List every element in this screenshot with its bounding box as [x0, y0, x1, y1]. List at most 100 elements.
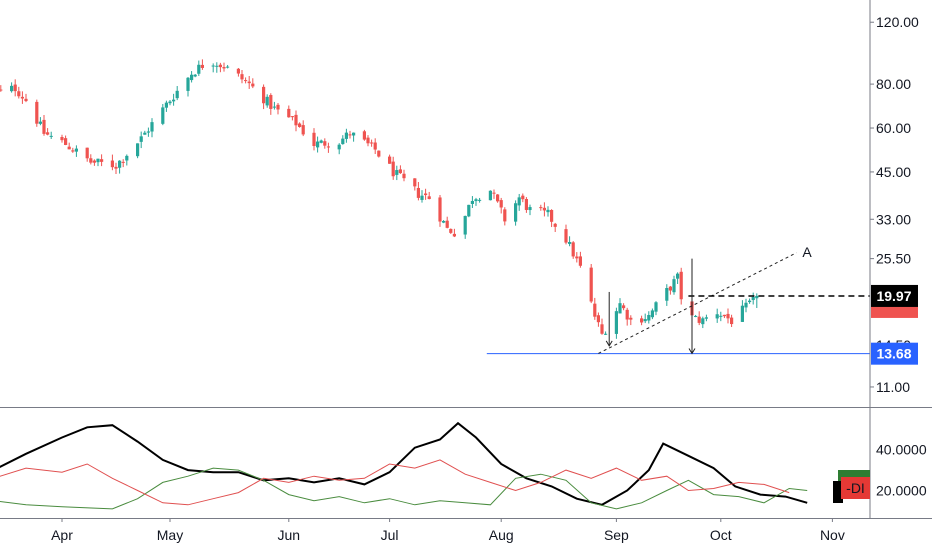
candle-body [10, 85, 14, 92]
time-tick-label: May [157, 527, 183, 543]
candle-body [474, 199, 478, 202]
candle-body [298, 123, 302, 127]
candle-body [517, 197, 521, 206]
price-panel[interactable] [0, 59, 759, 339]
candle-body [593, 303, 597, 317]
minus-di-tag-label: -DI [846, 480, 865, 496]
candle-body [420, 195, 424, 200]
candle [294, 110, 298, 132]
candle [35, 99, 39, 127]
candle-body [463, 215, 467, 235]
candle [672, 275, 676, 295]
candle-body [301, 125, 305, 135]
candle-body [186, 77, 190, 91]
minus-di-tag [841, 477, 870, 499]
candle-body [46, 132, 50, 135]
candle [20, 91, 24, 104]
candle [222, 62, 226, 72]
arrow-head [605, 340, 613, 347]
candle-body [197, 64, 201, 74]
candle-body [319, 140, 323, 143]
candle-body [438, 197, 442, 222]
candle-body [665, 288, 669, 301]
support-price-badge [871, 342, 918, 365]
candle-body [388, 156, 392, 164]
indicator-line-di[interactable] [0, 459, 790, 506]
indicator-line-di[interactable] [0, 467, 808, 510]
candle-body [211, 65, 215, 67]
candle-body [49, 135, 53, 137]
candle-body [373, 142, 377, 150]
price-tick-label: 80.00 [876, 76, 911, 92]
candle [614, 307, 618, 339]
price-tick-label: 45.00 [876, 164, 911, 180]
candle [10, 82, 14, 93]
candle-body [244, 80, 248, 82]
candle-body [269, 95, 273, 109]
candle [125, 154, 129, 166]
candle [100, 154, 104, 167]
candle [499, 197, 503, 214]
indicator-line-adx[interactable] [0, 421, 808, 506]
trendline-label: A [802, 244, 812, 260]
candle-body [24, 98, 28, 102]
trendline-a[interactable] [598, 252, 797, 354]
candle-body [236, 68, 240, 74]
candle-body [276, 104, 280, 110]
candle [524, 197, 528, 213]
candle [571, 241, 575, 259]
candle [618, 298, 622, 314]
candle [265, 94, 269, 108]
candle [226, 64, 230, 69]
candle [514, 200, 518, 226]
candle-body [118, 160, 122, 168]
candle-body [218, 64, 222, 68]
candle [413, 178, 417, 191]
candle-body [175, 90, 179, 99]
candle-body [467, 204, 471, 217]
candle-body [326, 146, 330, 148]
candle [269, 93, 273, 115]
candle-body [377, 150, 381, 157]
candle [719, 311, 723, 322]
candle-body [600, 324, 604, 334]
candle [71, 147, 75, 153]
candle-body [442, 220, 446, 223]
candle [247, 75, 251, 89]
candle-body [323, 141, 327, 146]
candle-body [146, 131, 150, 133]
candle [251, 78, 255, 89]
candle-body [337, 144, 341, 150]
candle-body [290, 116, 294, 118]
price-tick-label: 60.00 [876, 120, 911, 136]
candle-body [121, 161, 125, 163]
candle-body [391, 161, 395, 177]
candle-body [650, 310, 654, 318]
candle [348, 130, 352, 139]
candle-body [38, 121, 42, 124]
support-price-value: 13.68 [876, 346, 911, 362]
candle [467, 204, 471, 218]
candle [463, 215, 467, 239]
candle [668, 285, 672, 295]
candle [114, 162, 118, 174]
candle [319, 139, 323, 144]
candle-body [0, 89, 3, 91]
candle [370, 139, 374, 147]
candle [161, 103, 165, 126]
candle-body [89, 158, 93, 163]
last-price-extension [871, 305, 918, 318]
candle-body [240, 74, 244, 80]
candle [564, 224, 568, 245]
candle-body [571, 242, 575, 257]
candle [287, 105, 291, 118]
candle [352, 132, 356, 142]
candle-body [722, 314, 726, 317]
candle [326, 142, 330, 153]
candle [395, 165, 399, 181]
candle-body [85, 147, 89, 159]
drawing-layer[interactable]: A [486, 244, 870, 355]
candle-body [596, 315, 600, 323]
indicator-panel[interactable] [0, 421, 808, 510]
